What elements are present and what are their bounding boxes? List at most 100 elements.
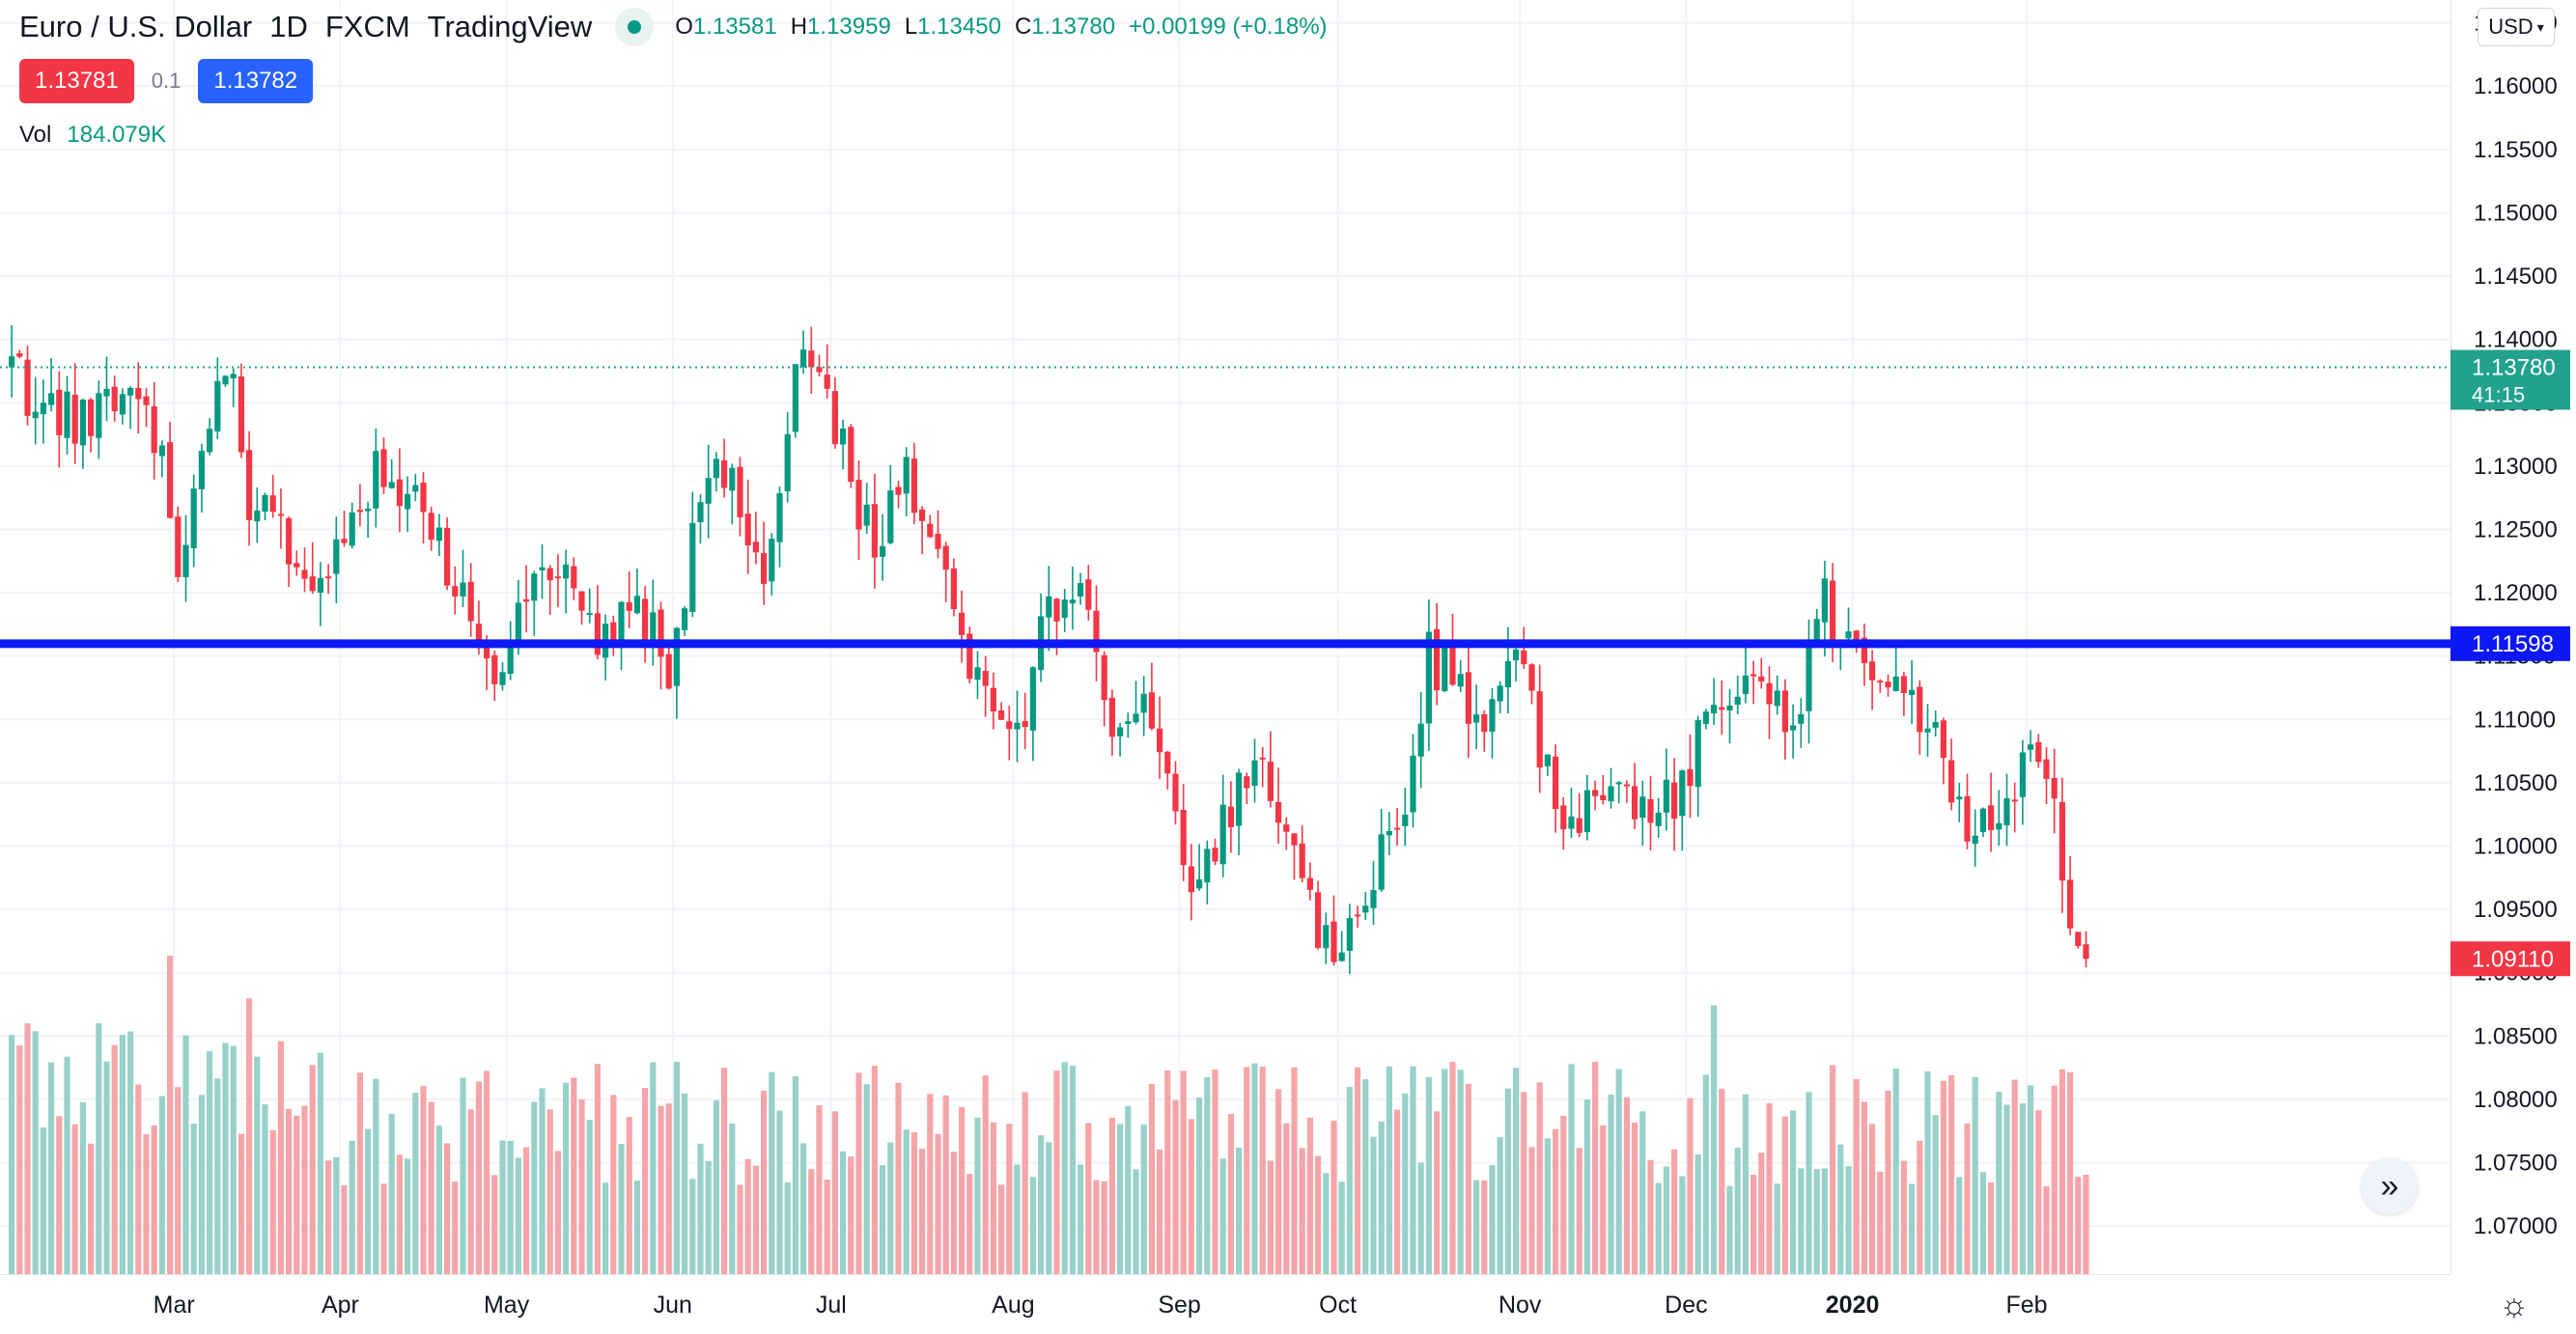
price-chart-pane[interactable] [0,0,2450,1274]
price-axis[interactable]: 1.165001.160001.155001.150001.145001.140… [2450,0,2576,1274]
volume-bar [119,1035,126,1274]
price-tick-label: 1.14500 [2474,264,2558,290]
volume-bar [1148,1084,1155,1274]
volume-bar [1370,1136,1377,1274]
volume-bar [1172,1099,1179,1274]
candle-body [388,482,395,488]
volume-bar [1125,1105,1132,1274]
candle-body [571,566,577,589]
time-tick-label: Aug [992,1292,1034,1319]
volume-bar [761,1090,768,1274]
change-value: +0.00199 (+0.18%) [1129,14,1328,40]
volume-bar [1861,1101,1867,1274]
volume-bar [1497,1136,1503,1274]
candle-body [594,613,601,655]
volume-bar [880,1165,886,1274]
volume-bar [1647,1159,1654,1274]
volume-bar [1283,1123,1290,1274]
currency-select[interactable]: USD ▾ [2478,8,2555,46]
scroll-to-realtime-button[interactable]: » [2362,1158,2418,1214]
volume-bar [1988,1182,1995,1274]
volume-bar [1133,1169,1139,1274]
candle-body [1996,822,2002,830]
candle-body [515,602,521,642]
volume-legend[interactable]: Vol 184.079K [19,116,166,154]
candle-body [959,612,966,635]
candle-body [697,502,704,523]
volume-bar [1267,1160,1274,1274]
candle-body [1108,697,1115,737]
candle-body [158,445,165,457]
volume-bar [990,1122,996,1274]
volume-bar [1996,1092,2002,1274]
low-value: L1.13450 [904,14,1001,40]
candle-body [769,539,775,582]
price-tick-label: 1.13000 [2474,454,2558,480]
time-axis[interactable]: Mar Apr May Jun Jul Aug Sep Oct Nov Dec 2020 Feb [0,1274,2450,1334]
candle-body [1845,631,1852,639]
candle-body [633,596,640,614]
candle-body [2058,801,2065,881]
volume-bar [1157,1149,1163,1274]
sell-button[interactable]: 1.13781 [19,59,134,103]
candle-body [1078,583,1084,597]
volume-bar [1964,1123,1971,1274]
volume-bar [1425,1076,1432,1274]
candle-body [1014,722,1021,730]
volume-bar [1806,1092,1812,1274]
volume-bar [737,1184,743,1274]
close-value: C1.13780 [1014,14,1116,40]
volume-bar [1275,1089,1282,1274]
candle-body [523,598,530,602]
volume-bar [1306,1117,1313,1274]
candle-body [135,387,142,400]
candle-body [1180,809,1187,866]
candle-body [1029,667,1036,731]
symbol-legend[interactable]: Euro / U.S. Dollar 1D FXCM TradingView O… [19,8,1341,46]
volume-bar [2019,1103,2026,1274]
volume-bar [682,1093,688,1274]
time-tick-label: Sep [1158,1292,1200,1319]
candle-body [167,442,174,518]
candle-body [127,387,134,396]
price-label-box [2450,625,2570,661]
volume-bar [1204,1076,1211,1274]
chart-settings-button[interactable]: ☼ [2493,1284,2535,1326]
volume-bar [2058,1069,2065,1274]
buy-button[interactable]: 1.13782 [198,59,314,103]
volume-bar [341,1185,348,1274]
volume-bar [222,1042,229,1274]
candle-body [1022,721,1028,728]
interval-label[interactable]: 1D [269,10,308,43]
candle-body [1275,801,1282,823]
volume-bar [1291,1067,1298,1274]
volume-bar [578,1099,585,1274]
volume-bar [1449,1062,1456,1274]
candle-body [840,428,847,445]
volume-bar [135,1084,142,1274]
volume-bar [1196,1097,1203,1274]
volume-bar [1513,1068,1520,1274]
candle-body [658,609,664,657]
candle-body [1964,795,1971,842]
candle-body [40,403,46,415]
market-status-icon[interactable] [615,8,655,46]
volume-bar [1442,1069,1448,1274]
candle-body [475,624,482,649]
candle-body [705,478,712,504]
volume-bar [554,1151,561,1274]
volume-histogram [9,956,2089,1274]
volume-bar [1536,1082,1543,1274]
candle-body [96,393,102,438]
volume-bar [1006,1124,1013,1274]
symbol-name[interactable]: Euro / U.S. Dollar [19,10,253,43]
price-tick-label: 1.07500 [2474,1151,2558,1177]
volume-bar [942,1095,949,1274]
volume-bar [2051,1085,2058,1274]
volume-bar [1877,1171,1884,1274]
volume-bar [1140,1124,1147,1274]
candle-body [1117,727,1124,736]
volume-bar [24,1023,31,1274]
double-chevron-right-icon: » [2380,1167,2399,1205]
candle-body [1813,619,1820,645]
